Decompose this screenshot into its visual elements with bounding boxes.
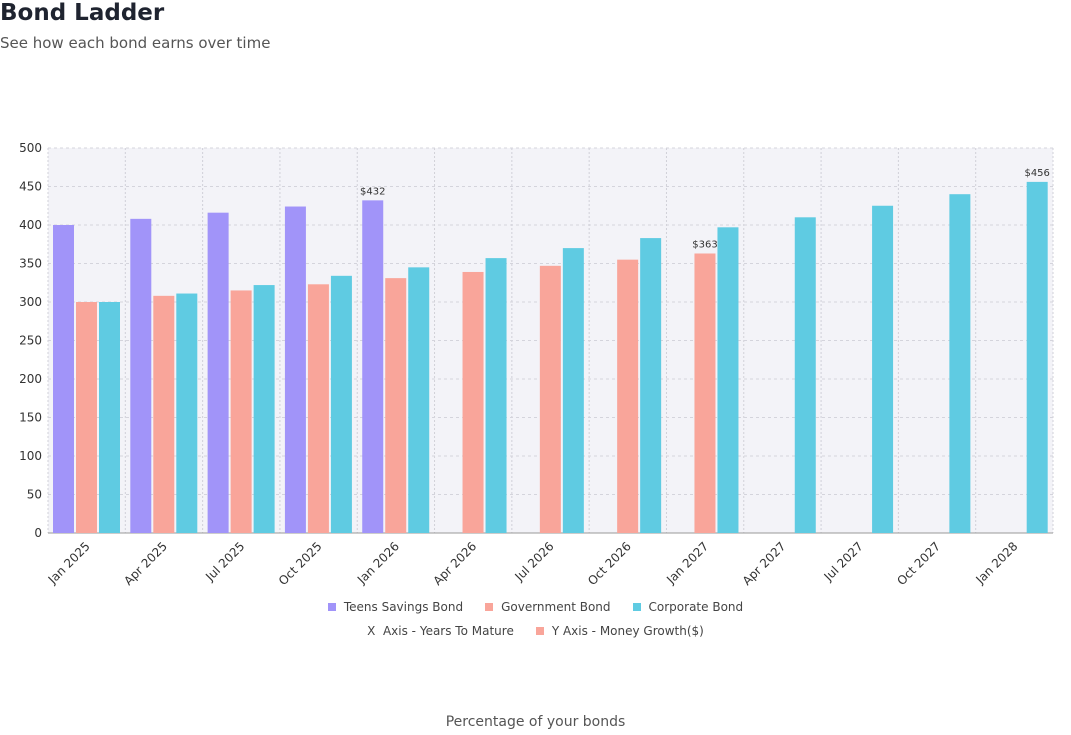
axis-note: X Axis - Years To Mature (367, 624, 514, 638)
bar (694, 253, 716, 534)
axis-note-swatch (535, 627, 544, 635)
x-tick-label: Apr 2025 (121, 539, 170, 588)
data-label: $432 (360, 186, 385, 197)
legend-swatch (327, 603, 336, 611)
bar (307, 284, 329, 533)
y-tick-label: 200 (19, 372, 42, 386)
chart-title: Bond Ladder (0, 0, 165, 26)
y-tick-label: 150 (19, 411, 42, 425)
legend-swatch (632, 603, 641, 611)
chart-subtitle: See how each bond earns over time (0, 34, 271, 52)
y-tick-label: 300 (19, 295, 42, 309)
legend-item: Corporate Bond (632, 600, 744, 614)
bar (330, 275, 352, 533)
bar (207, 212, 229, 533)
bar (76, 302, 97, 533)
bar (617, 259, 639, 533)
legend-item: Government Bond (485, 600, 611, 614)
x-tick-label: Jul 2027 (821, 539, 866, 584)
x-tick-label: Apr 2027 (740, 539, 789, 588)
chart: 0 50 100 150 200 250 300 350 400 450 500 Jan 2025 Ap… (19, 141, 1054, 588)
y-tick-label: 250 (19, 334, 42, 348)
bar (99, 302, 120, 533)
x-tick-label: Jul 2025 (202, 539, 247, 584)
x-tick-label: Oct 2026 (585, 539, 634, 588)
bar (794, 217, 816, 534)
bar (872, 205, 894, 533)
bar (562, 248, 584, 533)
legend-swatch (485, 603, 494, 611)
x-tick-label: Jan 2025 (45, 539, 93, 587)
bar (153, 295, 175, 533)
bar (253, 285, 275, 533)
bar (462, 271, 484, 533)
bar (539, 265, 561, 533)
axis-note-label: X Axis - Years To Mature (367, 624, 514, 638)
y-tick-label: 350 (19, 257, 42, 271)
data-label: $363 (692, 239, 717, 250)
bar (284, 206, 306, 533)
bar (385, 278, 407, 533)
bar (53, 225, 74, 533)
x-tick-label: Jan 2027 (663, 539, 711, 587)
y-tick-label: 50 (27, 488, 42, 502)
bar (717, 227, 739, 533)
bar (408, 267, 430, 533)
x-tick-label: Jul 2026 (511, 539, 556, 584)
bar (1026, 181, 1048, 533)
bar (485, 258, 507, 533)
x-tick-label: Jan 2028 (972, 539, 1020, 587)
bar (230, 290, 252, 533)
x-tick-label: Apr 2026 (430, 539, 479, 588)
y-tick-label: 0 (34, 526, 42, 540)
axis-notes: X Axis - Years To Mature Y Axis - Money G… (0, 624, 1071, 638)
legend-label: Corporate Bond (648, 600, 744, 614)
x-tick-label: Oct 2027 (894, 539, 943, 588)
bar (640, 238, 662, 533)
data-label: $456 (1024, 168, 1049, 179)
footer: Percentage of your bonds (445, 714, 626, 730)
bar (130, 218, 152, 533)
x-tick-label: Jan 2026 (354, 539, 402, 587)
y-tick-label: 500 (19, 141, 42, 155)
y-tick-label: 400 (19, 218, 42, 232)
legend-label: Teens Savings Bond (343, 600, 464, 614)
axis-note: Y Axis - Money Growth($) (535, 624, 704, 638)
axis-note-label: Y Axis - Money Growth($) (551, 624, 704, 638)
y-tick-label: 450 (19, 180, 42, 194)
y-tick-label: 100 (19, 449, 42, 463)
bar (176, 293, 198, 533)
legend-item: Teens Savings Bond (327, 600, 464, 614)
legend: Teens Savings Bond Government Bond Corpora… (0, 600, 1071, 614)
bar (362, 200, 384, 534)
bar (949, 194, 971, 533)
legend-label: Government Bond (501, 600, 611, 614)
x-tick-label: Oct 2025 (276, 539, 325, 588)
